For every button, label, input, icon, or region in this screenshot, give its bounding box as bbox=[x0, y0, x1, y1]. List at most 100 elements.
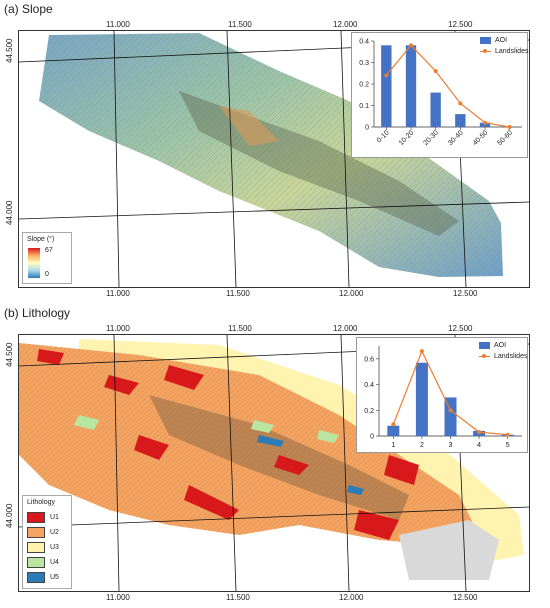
bottom-lon-label: 12.000 bbox=[339, 593, 364, 602]
y-tick-label: 0.3 bbox=[359, 60, 369, 67]
x-tick-label: 50-60 bbox=[496, 129, 514, 147]
legend-aoi: AOI bbox=[479, 342, 506, 349]
lithology-label: U5 bbox=[50, 573, 59, 581]
bar-aoi bbox=[444, 397, 457, 436]
lithology-legend: Lithology U1 U2 U3 U4 U5 bbox=[22, 495, 72, 589]
bar-aoi bbox=[381, 45, 392, 127]
lat-label: 44.500 bbox=[5, 342, 14, 367]
lithology-label: U2 bbox=[50, 528, 59, 536]
unit-bare-area bbox=[399, 520, 499, 580]
bottom-lon-label: 12.500 bbox=[453, 289, 478, 298]
bottom-lon-label: 11.500 bbox=[226, 289, 250, 298]
top-lon-label: 12.500 bbox=[448, 324, 473, 333]
slope-histogram: 0 0.1 0.2 0.3 0.4 0-10 10-20 20-30 30-40 40-50 50-… bbox=[359, 39, 522, 147]
legend-landslides-label: Landslides bbox=[494, 353, 528, 360]
lithology-map-frame: Lithology U1 U2 U3 U4 U5 0 0.2 0.4 0.6 1 2 3 4 5 AOI… bbox=[18, 334, 530, 592]
point-landslides bbox=[433, 69, 438, 74]
top-lon-label: 12.500 bbox=[448, 20, 473, 29]
point-landslides bbox=[477, 430, 482, 435]
legend-aoi: AOI bbox=[480, 37, 507, 44]
x-tick-label: 10-20 bbox=[398, 129, 416, 147]
lithology-legend-item: U3 bbox=[27, 541, 59, 553]
x-tick-label: 1 bbox=[391, 442, 395, 449]
bar-aoi bbox=[387, 425, 400, 436]
x-tick-label: 20-30 bbox=[422, 129, 440, 147]
y-tick-label: 0.2 bbox=[364, 408, 374, 415]
slope-legend-title: Slope (°) bbox=[27, 236, 55, 243]
top-lon-label: 11.500 bbox=[228, 324, 252, 333]
lithology-map bbox=[19, 335, 529, 591]
point-landslides bbox=[419, 349, 424, 354]
top-lon-label: 11.000 bbox=[106, 20, 130, 29]
slope-legend-min: 0 bbox=[45, 271, 49, 278]
bar-aoi bbox=[479, 122, 491, 127]
point-landslides bbox=[458, 101, 463, 106]
x-tick-label: 0-10 bbox=[376, 129, 391, 144]
bar-aoi bbox=[405, 45, 417, 127]
lat-label: 44.000 bbox=[5, 200, 14, 225]
lithology-histogram: 0 0.2 0.4 0.6 1 2 3 4 5 bbox=[364, 346, 522, 449]
x-tick-label: 4 bbox=[477, 442, 481, 449]
point-landslides bbox=[448, 408, 453, 413]
y-tick-label: 0.6 bbox=[364, 356, 374, 363]
panel-b-title: (b) Lithology bbox=[4, 306, 71, 320]
x-tick-label: 40-50 bbox=[472, 129, 490, 147]
lat-label: 44.500 bbox=[5, 38, 14, 63]
y-tick-label: 0 bbox=[365, 125, 369, 132]
bottom-lon-label: 12.000 bbox=[339, 289, 364, 298]
top-lon-label: 11.500 bbox=[228, 20, 252, 29]
lithology-legend-item: U4 bbox=[27, 556, 59, 568]
y-tick-label: 0 bbox=[370, 434, 374, 441]
graticule bbox=[19, 31, 529, 287]
legend-landslides: Landslides bbox=[479, 353, 527, 360]
point-landslides bbox=[505, 432, 510, 437]
unit-u1-patches bbox=[37, 349, 419, 540]
y-tick-label: 0.2 bbox=[359, 82, 369, 89]
lithology-legend-item: U2 bbox=[27, 526, 59, 538]
unit-u5-patches bbox=[257, 435, 364, 495]
y-tick-label: 0.1 bbox=[359, 103, 369, 110]
bar-aoi bbox=[455, 114, 466, 127]
lithology-label: U3 bbox=[50, 543, 59, 551]
y-tick-label: 0.4 bbox=[359, 39, 369, 46]
bottom-lon-label: 12.500 bbox=[453, 593, 478, 602]
legend-landslides: Landslides bbox=[480, 48, 528, 55]
legend-aoi-label: AOI bbox=[495, 37, 508, 44]
lithology-label: U4 bbox=[50, 558, 59, 566]
y-tick-label: 0.4 bbox=[364, 382, 374, 389]
point-landslides bbox=[409, 43, 413, 48]
legend-landslides-label: Landslides bbox=[495, 48, 529, 55]
top-lon-label: 11.000 bbox=[106, 324, 130, 333]
point-landslides bbox=[483, 120, 487, 125]
aoi-swatch bbox=[480, 37, 491, 44]
point-landslides bbox=[391, 422, 396, 427]
lithology-legend-title: Lithology bbox=[27, 499, 56, 506]
slope-map-frame: Slope (°) 67 0 0 0.1 0.2 0.3 0.4 0-10 10-20 20-… bbox=[18, 30, 530, 288]
top-lon-label: 12.000 bbox=[333, 20, 358, 29]
lithology-swatch bbox=[27, 526, 45, 538]
x-tick-label: 30-40 bbox=[447, 129, 465, 147]
top-lon-label: 12.000 bbox=[333, 324, 358, 333]
lithology-legend-item: U5 bbox=[27, 571, 59, 583]
point-landslides bbox=[507, 125, 512, 129]
unit-u4-patches bbox=[74, 415, 339, 443]
panel-a-title: (a) Slope bbox=[4, 2, 53, 16]
slope-legend-max: 67 bbox=[45, 247, 53, 254]
slope-map bbox=[19, 31, 529, 287]
x-tick-label: 2 bbox=[420, 442, 424, 449]
lithology-swatch bbox=[27, 571, 45, 583]
lat-label: 44.000 bbox=[5, 503, 14, 528]
bottom-lon-label: 11.000 bbox=[106, 289, 130, 298]
slope-histogram-inset: 0 0.1 0.2 0.3 0.4 0-10 10-20 20-30 30-40 40-50 50-… bbox=[351, 32, 528, 158]
lithology-legend-item: U1 bbox=[27, 511, 59, 523]
bottom-lon-label: 11.000 bbox=[106, 593, 130, 602]
slope-legend: Slope (°) 67 0 bbox=[22, 232, 72, 284]
line-landslides bbox=[385, 44, 510, 128]
lithology-histogram-inset: 0 0.2 0.4 0.6 1 2 3 4 5 AOI Landslides bbox=[356, 337, 528, 453]
slope-colorbar bbox=[28, 248, 40, 278]
lithology-swatch bbox=[27, 511, 45, 523]
lithology-swatch bbox=[27, 556, 45, 568]
bar-aoi bbox=[415, 362, 428, 436]
x-tick-label: 5 bbox=[506, 442, 510, 449]
bottom-lon-label: 11.500 bbox=[226, 593, 250, 602]
